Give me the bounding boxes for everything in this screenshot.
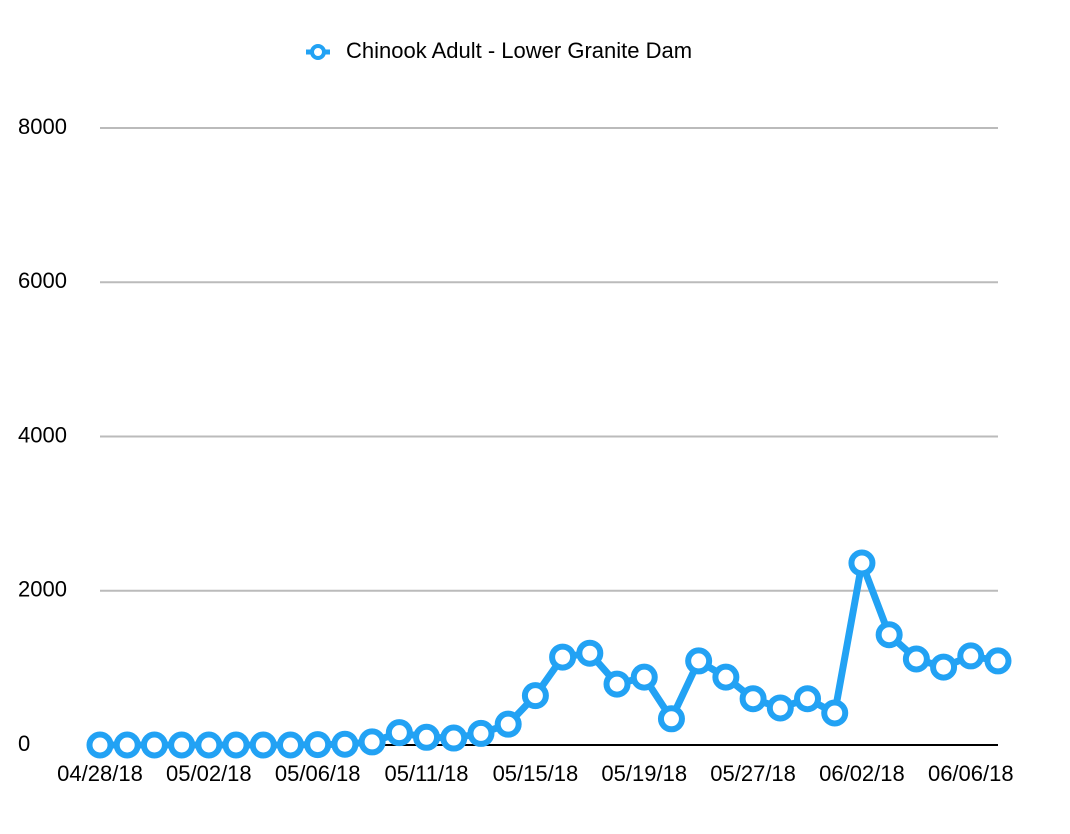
point <box>712 663 740 691</box>
point <box>902 645 930 673</box>
x-tick-label: 04/28/18 <box>57 761 143 786</box>
x-tick-label: 05/11/18 <box>385 761 469 786</box>
point <box>549 643 577 671</box>
point <box>766 694 794 722</box>
point <box>848 549 876 577</box>
point <box>685 647 713 675</box>
point <box>168 731 196 759</box>
point <box>195 731 223 759</box>
point <box>222 731 250 759</box>
y-tick-label: 2000 <box>18 577 67 602</box>
point <box>140 731 168 759</box>
point <box>521 682 549 710</box>
point <box>385 719 413 747</box>
series-line <box>100 559 999 749</box>
point <box>358 728 386 756</box>
y-tick-label: 4000 <box>18 422 67 447</box>
point <box>739 685 767 713</box>
legend-marker <box>310 44 326 60</box>
point <box>304 731 332 759</box>
point <box>86 731 114 759</box>
x-tick-label: 05/19/18 <box>601 761 687 786</box>
point <box>875 621 903 649</box>
point <box>794 685 822 713</box>
point <box>494 710 522 738</box>
x-tick-label: 06/06/18 <box>928 761 1014 786</box>
point <box>984 647 1012 675</box>
y-tick-label: 6000 <box>18 268 67 293</box>
point <box>630 663 658 691</box>
point <box>467 719 495 747</box>
point <box>413 723 441 751</box>
x-tick-label: 06/02/18 <box>819 761 905 786</box>
x-tick-label: 05/06/18 <box>275 761 361 786</box>
point <box>331 730 359 758</box>
point <box>657 705 685 733</box>
y-tick-label: 0 <box>18 731 30 756</box>
y-tick-label: 8000 <box>18 114 67 139</box>
point <box>249 731 277 759</box>
x-tick-label: 05/27/18 <box>710 761 796 786</box>
point <box>113 731 141 759</box>
x-tick-label: 05/02/18 <box>166 761 252 786</box>
point <box>957 642 985 670</box>
legend-label: Chinook Adult - Lower Granite Dam <box>346 38 692 63</box>
point <box>576 639 604 667</box>
point <box>930 653 958 681</box>
point <box>603 670 631 698</box>
x-tick-label: 05/15/18 <box>493 761 579 786</box>
point <box>821 699 849 727</box>
point <box>440 724 468 752</box>
point <box>276 731 304 759</box>
